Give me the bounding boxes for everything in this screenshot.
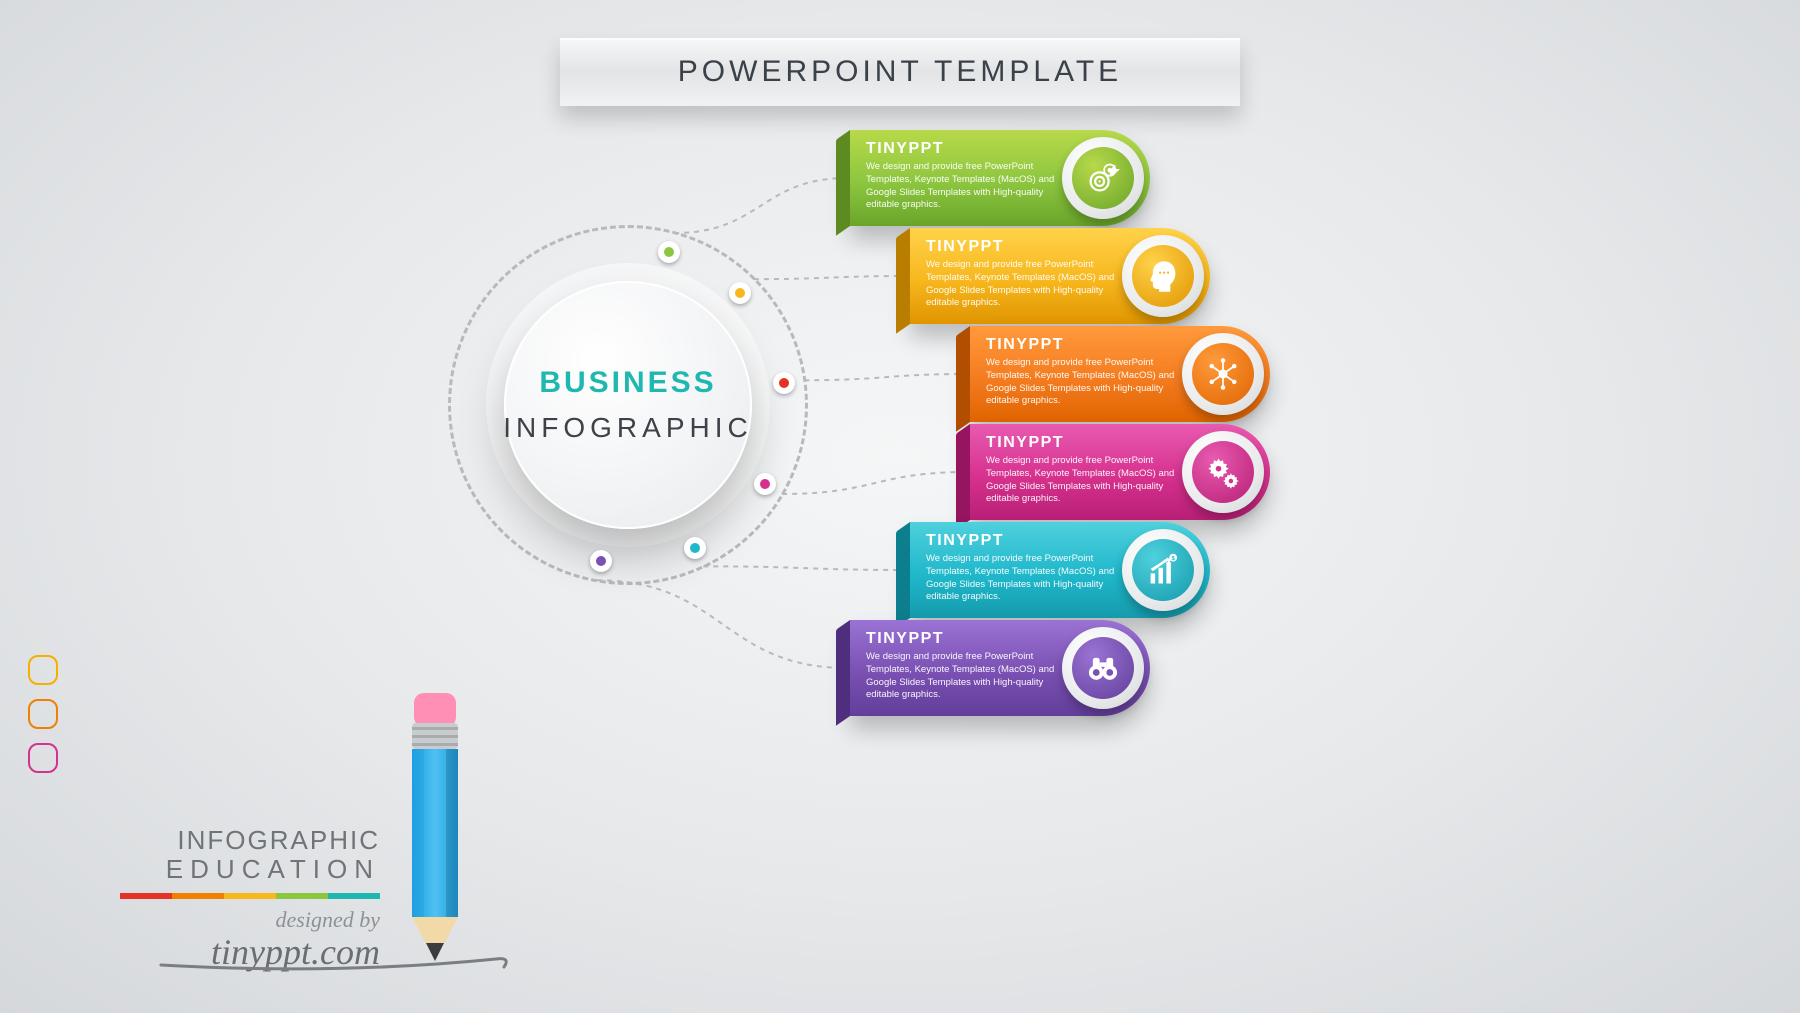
side-square-3 — [28, 743, 58, 773]
pill-badge-inner — [1072, 147, 1134, 209]
pill-6: TINYPPT We design and provide free Power… — [850, 620, 1150, 716]
pill-tab — [896, 522, 910, 628]
footer-line-3: designed by — [120, 907, 380, 933]
pill-tab — [896, 228, 910, 334]
pill-desc: We design and provide free PowerPoint Te… — [926, 259, 1132, 310]
pill-desc: We design and provide free PowerPoint Te… — [986, 357, 1192, 408]
pill-title: TINYPPT — [986, 434, 1192, 452]
hub-dot-5 — [684, 537, 706, 559]
pill-desc: We design and provide free PowerPoint Te… — [986, 455, 1192, 506]
pill-title: TINYPPT — [866, 630, 1072, 648]
pill-badge-inner — [1192, 343, 1254, 405]
pill-badge — [1062, 627, 1144, 709]
pill-badge: $ — [1122, 529, 1204, 611]
pill-badge — [1182, 333, 1264, 415]
side-squares — [28, 655, 58, 773]
pill-badge — [1182, 431, 1264, 513]
pill-body: TINYPPT We design and provide free Power… — [970, 424, 1270, 520]
pill-3: TINYPPT We design and provide free Power… — [970, 326, 1270, 422]
pill-5: TINYPPT We design and provide free Power… — [910, 522, 1210, 618]
pill-2: TINYPPT We design and provide free Power… — [910, 228, 1210, 324]
pill-title: TINYPPT — [926, 238, 1132, 256]
footer-line-2: EDUCATION — [120, 854, 380, 885]
side-square-1 — [28, 655, 58, 685]
pill-badge — [1122, 235, 1204, 317]
hub-core: BUSINESS INFOGRAPHIC — [504, 281, 752, 529]
pencil-icon — [400, 693, 470, 973]
pill-title: TINYPPT — [986, 336, 1192, 354]
pill-desc: We design and provide free PowerPoint Te… — [926, 553, 1132, 604]
pill-body: TINYPPT We design and provide free Power… — [910, 522, 1210, 618]
pill-badge-inner: $ — [1132, 539, 1194, 601]
pill-tab — [956, 326, 970, 432]
footer-line-1: INFOGRAPHIC — [120, 825, 380, 856]
pill-body: TINYPPT We design and provide free Power… — [850, 130, 1150, 226]
header-bar: POWERPOINT TEMPLATE — [560, 38, 1240, 106]
pill-badge-inner — [1072, 637, 1134, 699]
hub-dot-6 — [590, 550, 612, 572]
pill-body: TINYPPT We design and provide free Power… — [910, 228, 1210, 324]
hub-title-2: INFOGRAPHIC — [503, 412, 752, 444]
pill-badge-inner — [1132, 245, 1194, 307]
pill-badge-inner — [1192, 441, 1254, 503]
footer-underline — [156, 947, 516, 977]
pill-tab — [836, 130, 850, 236]
pill-4: TINYPPT We design and provide free Power… — [970, 424, 1270, 520]
pill-title: TINYPPT — [926, 532, 1132, 550]
header-title: POWERPOINT TEMPLATE — [678, 55, 1122, 89]
pill-title: TINYPPT — [866, 140, 1072, 158]
hub-dot-4 — [754, 473, 776, 495]
hub: BUSINESS INFOGRAPHIC — [448, 225, 808, 585]
pill-body: TINYPPT We design and provide free Power… — [970, 326, 1270, 422]
pill-desc: We design and provide free PowerPoint Te… — [866, 161, 1072, 212]
hub-title-1: BUSINESS — [539, 366, 716, 400]
pill-tab — [836, 620, 850, 726]
pill-tab — [956, 424, 970, 530]
footer-colorbar — [120, 893, 380, 899]
pill-body: TINYPPT We design and provide free Power… — [850, 620, 1150, 716]
pill-1: TINYPPT We design and provide free Power… — [850, 130, 1150, 226]
hub-dot-2 — [729, 282, 751, 304]
pill-badge — [1062, 137, 1144, 219]
pill-desc: We design and provide free PowerPoint Te… — [866, 651, 1072, 702]
side-square-2 — [28, 699, 58, 729]
footer: INFOGRAPHIC EDUCATION designed by tinypp… — [120, 693, 470, 973]
